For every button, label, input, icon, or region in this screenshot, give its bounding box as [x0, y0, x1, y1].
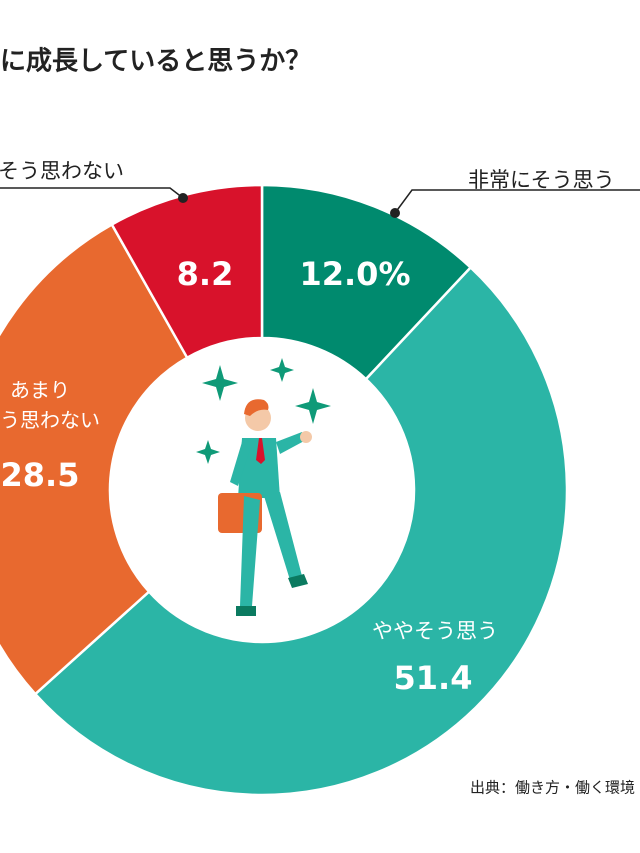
donut-segment: [33, 265, 569, 797]
leader-line: [0, 187, 184, 199]
donut-segment: [0, 222, 189, 696]
donut-segment: [110, 183, 264, 360]
value-label: 12.0%: [299, 255, 410, 293]
chart-title: に成長していると思うか？: [0, 47, 311, 77]
category-label: ややそう思う: [372, 619, 498, 643]
leader-line: [394, 189, 640, 214]
value-label: 8.2: [177, 255, 234, 293]
value-label: 51.4: [394, 659, 473, 697]
category-label: 非常にそう思う: [468, 168, 615, 192]
category-label-box: あまり そう思わない: [0, 378, 100, 432]
category-label: そう思わない: [0, 159, 124, 183]
value-label: 28.5: [1, 456, 80, 494]
category-label: あまり そう思わない: [0, 378, 100, 432]
illustration: [196, 358, 331, 616]
leader-dot: [390, 208, 400, 218]
leader-dot: [178, 193, 188, 203]
source: 出典：働き方・働く環境: [470, 779, 635, 797]
donut: [0, 183, 569, 797]
